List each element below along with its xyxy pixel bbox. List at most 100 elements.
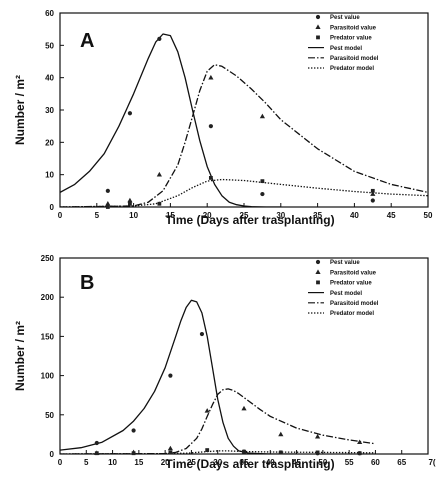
panel-b-x-tick-label: 25 <box>187 458 196 467</box>
legend-item-predator-model: Predator model <box>308 311 374 317</box>
legend-item-predator-value: Predator value <box>316 35 372 42</box>
legend-item-pest-model: Pest model <box>308 46 362 52</box>
legend-item-parasitoid-value: Parasitoid value <box>315 24 377 31</box>
legend-label-predator-value: Predator value <box>330 281 372 287</box>
panel-b-x-tick-label: 20 <box>161 458 170 467</box>
panel-a-series-parasitoid-value <box>105 74 376 206</box>
panel-b-y-axis-title: Number / m² <box>13 321 27 391</box>
panel-b-x-tick-label: 5 <box>84 458 89 467</box>
panel-b-x-tick-label: 55 <box>345 458 354 467</box>
panel-a-point-parasitoid-value <box>259 113 265 119</box>
panel-a-y-tick-label: 40 <box>45 74 54 83</box>
panel-b-x-tick-label: 10 <box>108 458 117 467</box>
panel-a-x-tick-label: 15 <box>166 211 175 220</box>
legend-label-parasitoid-value: Parasitoid value <box>330 25 377 31</box>
legend-marker-predator-value <box>316 280 320 285</box>
panel-b-point-parasitoid-value <box>204 408 210 413</box>
panel-a-point-pest-value <box>260 191 265 197</box>
legend-label-pest-value: Pest value <box>330 260 360 266</box>
panel-a-point-predator-value <box>208 176 213 180</box>
panel-a-y-tick-label: 20 <box>45 138 54 147</box>
legend-label-pest-model: Pest model <box>330 46 362 52</box>
legend-label-predator-model: Predator model <box>330 66 374 72</box>
panel-b-x-tick-label: 45 <box>292 458 301 467</box>
panel-b-point-pest-value <box>94 440 99 446</box>
panel-a-point-predator-value <box>128 201 132 206</box>
panel-b-x-tick-label: 60 <box>371 458 380 467</box>
legend-marker-pest-value <box>315 14 321 20</box>
panel-a-series-pest-model <box>60 33 281 207</box>
panel-b-legend: Pest value Parasitoid value Predator value… <box>308 259 379 317</box>
panel-a-x-tick-label: 10 <box>129 211 138 220</box>
legend-label-pest-model: Pest model <box>330 291 362 297</box>
legend-label-predator-model: Predator model <box>330 311 374 317</box>
legend-label-predator-value: Predator value <box>330 36 372 42</box>
panel-b-model-lines <box>60 299 376 454</box>
panel-b-point-parasitoid-value <box>167 445 173 451</box>
panel-b-y-tick-label: 100 <box>41 372 55 381</box>
panel-a-point-pest-value <box>157 36 162 41</box>
panel-b: 0 50 100 150 200 250 0 5 10 15 20 25 30 35 40 45 50 55 60 6… <box>13 254 436 471</box>
legend-item-pest-value: Pest value <box>315 14 360 21</box>
panel-a-point-parasitoid-value <box>370 191 376 196</box>
panel-a-point-predator-value <box>260 179 265 184</box>
panel-a-y-tick-label: 10 <box>45 171 54 180</box>
panel-b-point-predator-value <box>205 448 210 452</box>
panel-b-y-tick-label: 200 <box>41 293 55 302</box>
panel-a-legend: Pest value Parasitoid value Predator value… <box>308 14 379 72</box>
legend-marker-parasitoid-value <box>315 269 321 274</box>
panel-b-x-tick-label: 50 <box>318 458 327 467</box>
panel-b-point-predator-value <box>131 451 136 456</box>
panel-a-point-parasitoid-value <box>127 197 133 203</box>
panel-b-point-parasitoid-value <box>315 433 321 439</box>
panel-b-x-tick-label-clipped: 7( <box>428 458 435 467</box>
panel-b-point-predator-value <box>168 450 173 455</box>
panel-a-point-parasitoid-value <box>156 171 162 177</box>
panel-b-y-tick-label: 0 <box>50 450 55 459</box>
legend-marker-pest-value <box>315 259 321 265</box>
panel-a-point-predator-value <box>105 205 110 209</box>
panel-a-point-pest-value <box>105 188 110 193</box>
panel-a-y-tick-label: 60 <box>45 9 54 18</box>
panel-a: 0 10 20 30 40 50 60 0 5 10 15 20 25 30 35 40 45 50 Time (D… <box>13 9 433 227</box>
legend-item-parasitoid-value: Parasitoid value <box>315 269 377 276</box>
panel-a-series-pest-value <box>105 36 375 203</box>
panel-a-point-predator-value <box>370 188 375 193</box>
panel-a-point-pest-value <box>370 198 375 203</box>
panel-b-series-predator-value <box>94 448 362 456</box>
panel-b-point-parasitoid-value <box>357 439 363 445</box>
panel-b-point-predator-value <box>357 451 362 456</box>
legend-item-predator-model: Predator model <box>308 66 374 72</box>
legend-label-parasitoid-value: Parasitoid value <box>330 270 377 276</box>
legend-item-parasitoid-model: Parasitoid model <box>308 56 379 62</box>
panel-b-series-parasitoid-model <box>60 388 376 454</box>
panel-b-x-axis-title: Time (Days after trasplanting) <box>165 457 334 471</box>
panel-a-series-parasitoid-model <box>60 64 428 207</box>
panel-a-y-tick-label: 30 <box>45 106 54 115</box>
legend-label-parasitoid-model: Parasitoid model <box>330 56 379 62</box>
panel-b-point-pest-value <box>131 428 136 433</box>
legend-item-predator-value: Predator value <box>316 280 372 287</box>
panel-a-point-pest-value <box>127 111 133 116</box>
legend-marker-parasitoid-value <box>315 24 321 29</box>
panel-b-series-pest-model <box>60 299 297 454</box>
panel-b-plot-frame <box>59 257 429 455</box>
panel-a-x-tick-label: 25 <box>240 211 249 220</box>
panel-b-y-tick-label: 250 <box>41 254 55 263</box>
panel-a-x-axis-title: Time (Days after trasplanting) <box>165 213 334 227</box>
panel-b-point-predator-value <box>278 450 283 455</box>
panel-a-model-lines <box>60 33 428 207</box>
legend-label-parasitoid-model: Parasitoid model <box>330 301 379 307</box>
panel-a-y-tick-label: 0 <box>50 203 55 212</box>
panel-b-point-parasitoid-value <box>241 405 247 411</box>
panel-a-x-tick-label: 30 <box>276 211 285 220</box>
panel-a-point-parasitoid-value <box>208 74 214 80</box>
panel-a-x-tick-label: 40 <box>350 211 359 220</box>
panel-a-x-tick-label: 0 <box>58 211 63 220</box>
panel-b-point-predator-value <box>315 450 320 455</box>
panel-b-x-tick-label: 65 <box>397 458 406 467</box>
panel-b-x-tick-label: 0 <box>58 458 63 467</box>
panel-b-point-parasitoid-value <box>278 431 284 437</box>
panel-a-x-tick-label: 20 <box>203 211 212 220</box>
